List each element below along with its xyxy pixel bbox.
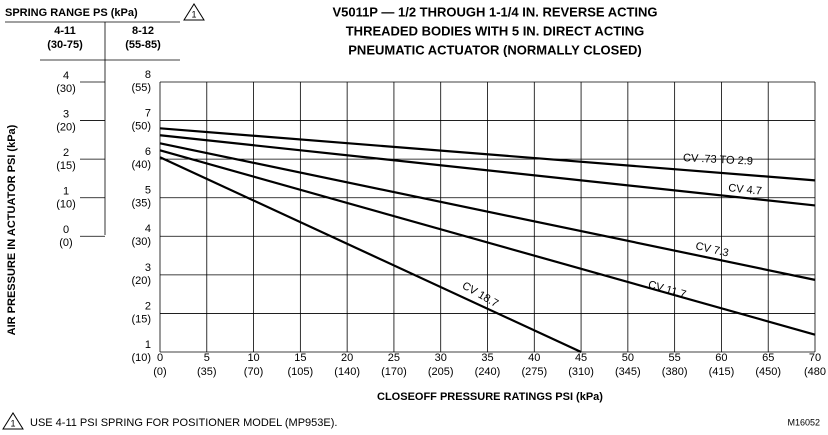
- chart-title: THREADED BODIES WITH 5 IN. DIRECT ACTING: [346, 23, 645, 38]
- y-tick-kpa: (50): [131, 120, 151, 132]
- note-marker: 1: [191, 9, 196, 19]
- x-tick-label: 5: [204, 352, 210, 364]
- x-tick-label: 25: [388, 352, 400, 364]
- spring-tick-label: 1: [63, 186, 69, 198]
- chart-title: V5011P — 1/2 THROUGH 1-1/4 IN. REVERSE A…: [332, 4, 657, 19]
- x-tick-label: 65: [762, 352, 774, 364]
- series-label: CV 4.7: [728, 182, 763, 197]
- x-tick-kpa: (480: [804, 366, 826, 378]
- series-line: [159, 127, 816, 182]
- x-tick-kpa: (240): [475, 366, 501, 378]
- x-tick-kpa: (35): [197, 366, 217, 378]
- note-triangle: [183, 3, 205, 21]
- note-marker: 1: [10, 418, 15, 428]
- x-tick-kpa: (70): [244, 366, 264, 378]
- y-tick-label: 6: [145, 146, 151, 158]
- x-tick-label: 50: [622, 352, 634, 364]
- y-tick-label: 2: [145, 300, 151, 312]
- spring-tick-kpa: (15): [56, 160, 76, 172]
- y-tick-label: 1: [145, 339, 151, 351]
- x-tick-kpa: (415): [709, 366, 735, 378]
- x-axis-label: CLOSEOFF PRESSURE RATINGS PSI (kPa): [377, 391, 603, 403]
- series-line: [159, 134, 816, 207]
- x-tick-label: 35: [481, 352, 493, 364]
- x-tick-label: 20: [341, 352, 353, 364]
- y-tick-kpa: (20): [131, 275, 151, 287]
- y-tick-label: 3: [145, 262, 151, 274]
- x-tick-kpa: (140): [334, 366, 360, 378]
- x-tick-label: 40: [528, 352, 540, 364]
- x-tick-label: 30: [435, 352, 447, 364]
- y-tick-kpa: (35): [131, 198, 151, 210]
- spring-tick-kpa: (30): [56, 83, 76, 95]
- x-tick-label: 55: [669, 352, 681, 364]
- y-tick-label: 5: [145, 185, 151, 197]
- x-tick-kpa: (345): [615, 366, 641, 378]
- y-tick-kpa: (30): [131, 236, 151, 248]
- x-tick-label: 60: [715, 352, 727, 364]
- x-tick-label: 70: [809, 352, 821, 364]
- y-axis-label: AIR PRESSURE IN ACTUATOR PSI (kPa): [6, 124, 18, 335]
- note-triangle: [2, 412, 24, 430]
- series-line: [159, 149, 816, 336]
- y-tick-kpa: (10): [131, 352, 151, 364]
- x-tick-kpa: (380): [662, 366, 688, 378]
- y-tick-kpa: (55): [131, 82, 151, 94]
- spring-column: 4-11: [54, 25, 75, 37]
- spring-tick-label: 4: [63, 70, 69, 82]
- x-tick-label: 10: [247, 352, 259, 364]
- series-line: [159, 142, 816, 281]
- spring-tick-label: 2: [63, 147, 69, 159]
- x-tick-label: 45: [575, 352, 587, 364]
- spring-tick-kpa: (20): [56, 121, 76, 133]
- x-tick-kpa: (205): [428, 366, 454, 378]
- spring-tick-label: 0: [63, 224, 69, 236]
- y-tick-label: 8: [145, 69, 151, 81]
- y-tick-kpa: (15): [131, 313, 151, 325]
- x-tick-kpa: (0): [153, 366, 166, 378]
- x-tick-kpa: (450): [755, 366, 781, 378]
- x-tick-kpa: (275): [521, 366, 547, 378]
- spring-tick-label: 3: [63, 108, 69, 120]
- x-tick-kpa: (105): [288, 366, 314, 378]
- series-label: CV 11.7: [647, 279, 688, 301]
- figure-id: M16052: [787, 417, 820, 427]
- spring-column-kpa: (55-85): [125, 39, 161, 51]
- spring-column-kpa: (30-75): [47, 39, 83, 51]
- y-tick-kpa: (40): [131, 159, 151, 171]
- spring-column: 8-12: [132, 25, 154, 37]
- spring-tick-kpa: (0): [59, 237, 72, 249]
- chart-title: PNEUMATIC ACTUATOR (NORMALLY CLOSED): [348, 42, 641, 57]
- x-tick-kpa: (310): [568, 366, 594, 378]
- footnote: USE 4-11 PSI SPRING FOR POSITIONER MODEL…: [30, 417, 337, 429]
- x-tick-kpa: (170): [381, 366, 407, 378]
- x-tick-label: 15: [294, 352, 306, 364]
- series-line: [159, 156, 582, 353]
- y-tick-label: 4: [145, 223, 151, 235]
- spring-tick-kpa: (10): [56, 199, 76, 211]
- y-tick-label: 7: [145, 107, 151, 119]
- spring-range-title: SPRING RANGE PS (kPa): [5, 7, 138, 19]
- x-tick-label: 0: [157, 352, 163, 364]
- series-label: CV .73 TO 2.9: [683, 152, 753, 168]
